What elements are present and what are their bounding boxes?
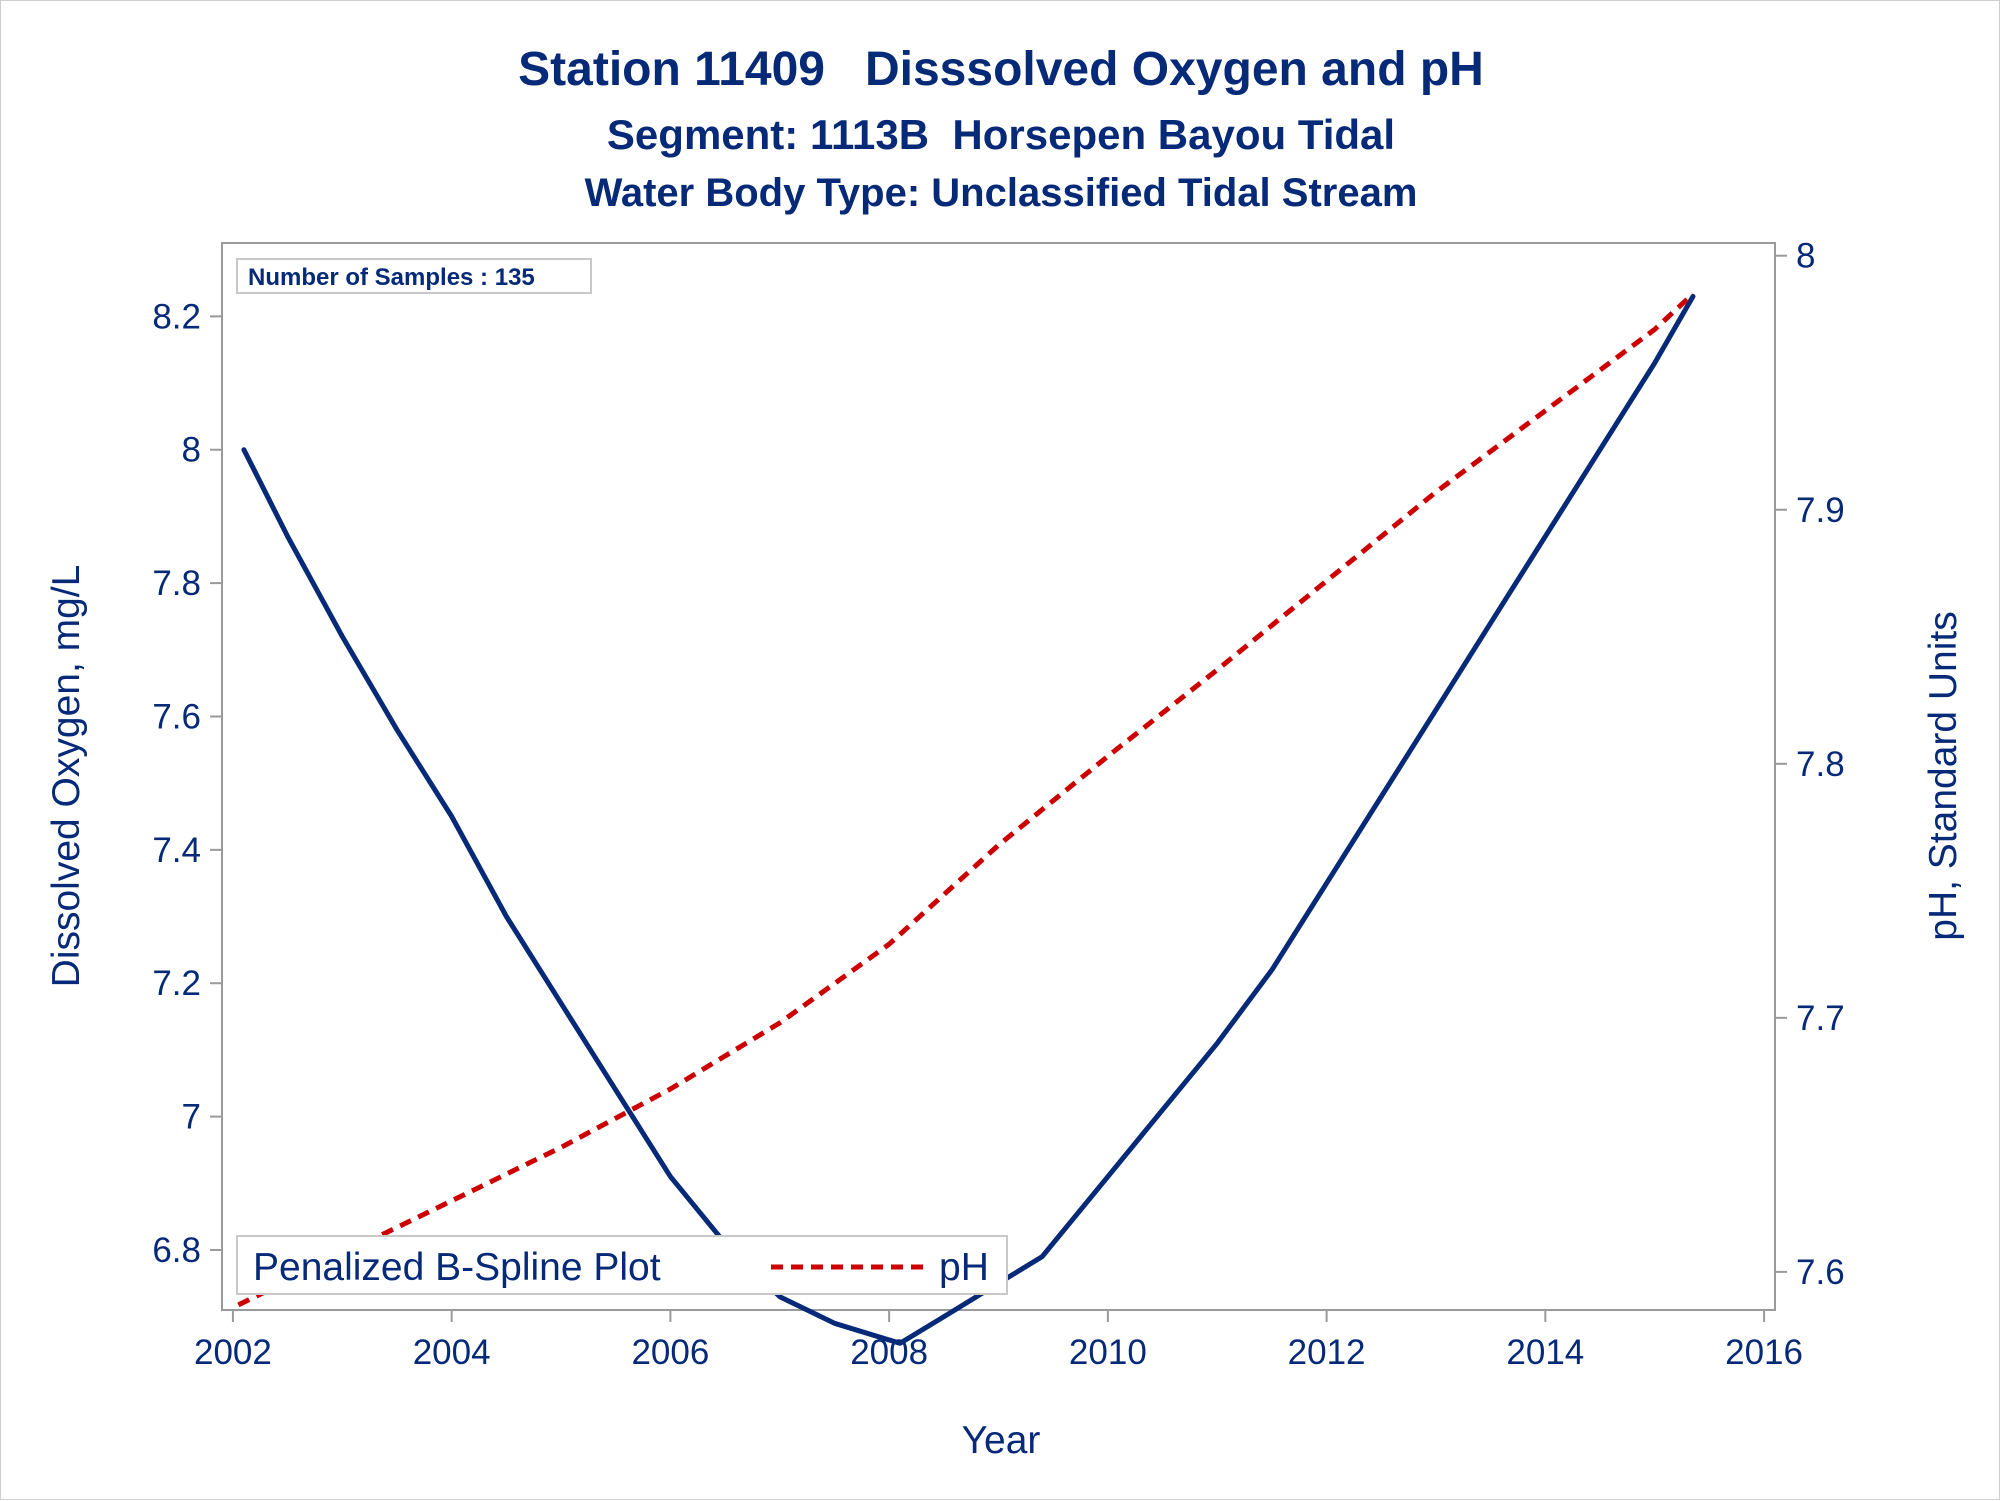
legend-ph-label: pH — [939, 1246, 989, 1289]
y-tick-label: 7 — [182, 1098, 201, 1137]
y-tick-label: 6.8 — [152, 1231, 201, 1270]
y-tick-label: 7.2 — [152, 964, 201, 1003]
y-tick-label: 7.4 — [152, 831, 201, 870]
series-layer — [237, 291, 1696, 1346]
y-axis-left: 6.8 7 7.2 7.4 7.6 7.8 8 8.2 — [152, 297, 222, 1270]
y-axis-right-label: pH, Standard Units — [1922, 611, 1965, 941]
y2-tick-label: 7.7 — [1796, 999, 1845, 1038]
samples-box-frame — [236, 258, 592, 294]
x-tick-label: 2002 — [194, 1333, 272, 1372]
dissolved-oxygen-series-line — [241, 293, 1696, 1346]
x-tick-label: 2004 — [413, 1333, 491, 1372]
x-tick-label: 2006 — [631, 1333, 709, 1372]
samples-box: Number of Samples : 135 — [236, 258, 592, 294]
ph-series-line — [237, 291, 1695, 1308]
y2-tick-label: 8 — [1796, 237, 1815, 276]
legend: Penalized B-Spline Plot pH — [236, 1235, 1008, 1295]
y-axis-left-label: Dissolved Oxygen, mg/L — [45, 565, 88, 988]
y2-tick-label: 7.9 — [1796, 491, 1845, 530]
y2-tick-label: 7.6 — [1796, 1253, 1845, 1292]
y-tick-label: 8.2 — [152, 297, 201, 336]
legend-title: Penalized B-Spline Plot — [253, 1246, 661, 1289]
chart-subtitle: Segment: 1113B Horsepen Bayou Tidal — [607, 111, 1395, 158]
x-tick-label: 2016 — [1725, 1333, 1803, 1372]
y-axis-right: 7.6 7.7 7.8 7.9 8 — [1775, 237, 1845, 1292]
y-tick-label: 7.8 — [152, 564, 201, 603]
y-tick-label: 8 — [182, 431, 201, 470]
y2-tick-label: 7.8 — [1796, 745, 1845, 784]
chart-title: Station 11409 Disssolved Oxygen and pH — [518, 43, 1484, 96]
x-tick-label: 2012 — [1288, 1333, 1366, 1372]
plot-area — [221, 242, 1776, 1311]
chart-subtitle-2: Water Body Type: Unclassified Tidal Stre… — [585, 171, 1418, 215]
x-tick-label: 2014 — [1506, 1333, 1584, 1372]
x-tick-label: 2010 — [1069, 1333, 1147, 1372]
samples-count-text: Number of Samples : 135 — [248, 264, 535, 291]
y-tick-label: 7.6 — [152, 697, 201, 736]
x-axis-label: Year — [962, 1419, 1041, 1462]
x-axis: 2002 2004 2006 2008 2010 2012 2014 2016 — [194, 1310, 1803, 1372]
